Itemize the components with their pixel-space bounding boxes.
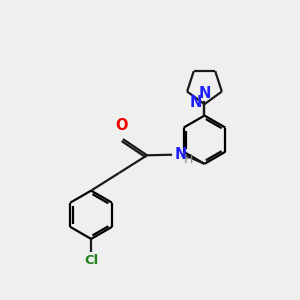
Text: N: N	[198, 85, 211, 100]
Text: Cl: Cl	[84, 254, 98, 267]
Text: N: N	[174, 147, 187, 162]
Text: H: H	[184, 153, 193, 166]
Text: N: N	[190, 95, 203, 110]
Text: O: O	[115, 118, 128, 133]
